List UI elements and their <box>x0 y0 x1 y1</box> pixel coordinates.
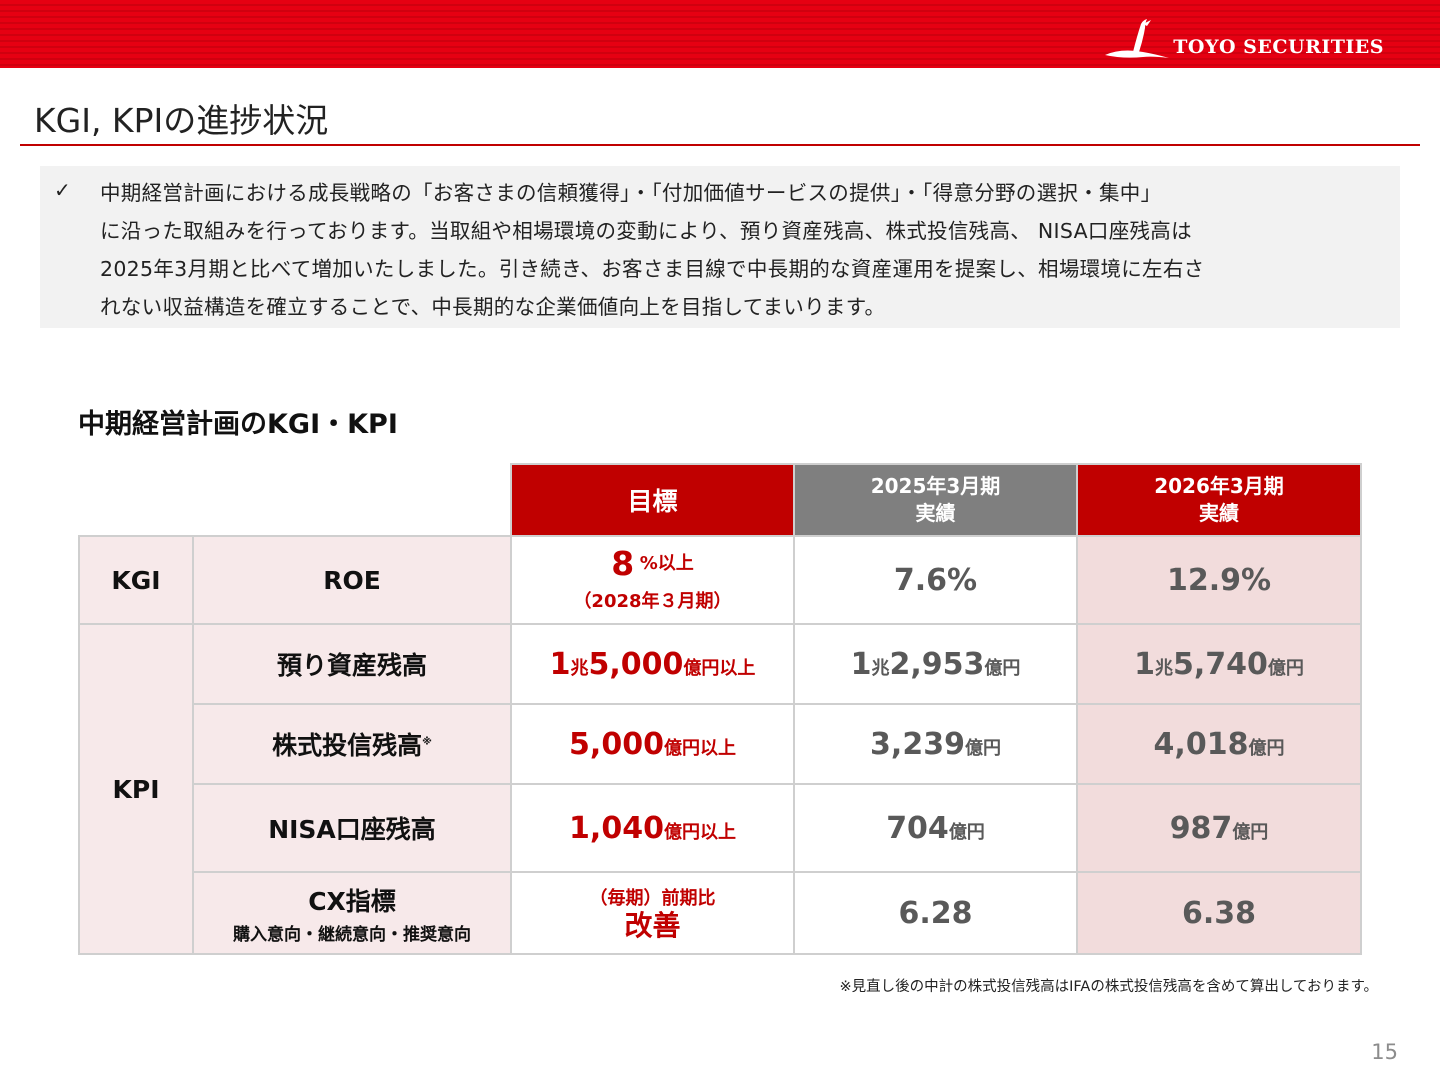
assets-fy2025-trillion-unit: 兆 <box>871 657 890 679</box>
assets-fy2026-value: 5,740 <box>1172 646 1268 682</box>
funds-label-text: 株式投信残高 <box>272 731 423 760</box>
kgi-kpi-table: 目標 2025年3月期 実績 2026年3月期 実績 KGI ROE 8 %以上… <box>78 463 1362 955</box>
header-fy2026-label: 実績 <box>1199 501 1239 525</box>
funds-footnote-mark: ※ <box>422 736 432 748</box>
roe-target-value: 8 <box>611 544 635 583</box>
section-title: 中期経営計画のKGI・KPI <box>78 409 398 440</box>
assets-label: 預り資産残高 <box>192 623 512 705</box>
nisa-fy2025-value: 704 <box>886 810 949 846</box>
assets-target-trillion: 1 <box>549 646 571 682</box>
assets-fy2026-trillion-unit: 兆 <box>1154 657 1173 679</box>
table-row-cx: CX指標 購入意向・継続意向・推奨意向 （毎期）前期比 改善 6.28 6.38 <box>79 871 1362 955</box>
header-fy2025: 2025年3月期 実績 <box>793 463 1078 537</box>
funds-label: 株式投信残高※ <box>192 703 512 785</box>
nisa-fy2026-unit: 億円 <box>1232 821 1269 843</box>
table-row-roe: KGI ROE 8 %以上 （2028年３月期） 7.6% 12.9% <box>78 535 1362 625</box>
cx-fy2025: 6.28 <box>793 871 1078 955</box>
cx-label-text: CX指標 <box>308 886 396 916</box>
roe-label: ROE <box>192 535 512 625</box>
company-logo: TOYO SECURITIES <box>1103 18 1384 62</box>
assets-fy2025-value: 2,953 <box>889 646 985 682</box>
roe-fy2026: 12.9% <box>1076 535 1362 625</box>
assets-fy2025-trillion: 1 <box>850 646 872 682</box>
page-number: 15 <box>1371 1040 1398 1064</box>
assets-fy2026-unit: 億円 <box>1267 657 1304 679</box>
header-fy2026: 2026年3月期 実績 <box>1076 463 1362 537</box>
cx-label-sub: 購入意向・継続意向・推奨意向 <box>233 924 471 945</box>
assets-target-trillion-unit: 兆 <box>570 657 589 679</box>
nisa-fy2025: 704億円 <box>793 783 1078 873</box>
header-row: 目標 2025年3月期 実績 2026年3月期 実績 <box>79 463 1362 537</box>
summary-line: 2025年3月期と比べて増加いたしました。引き続き、お客さま目線で中長期的な資産… <box>100 257 1205 281</box>
header-target: 目標 <box>510 463 795 537</box>
nisa-target-unit: 億円以上 <box>663 821 736 843</box>
table-row-assets: KPI 預り資産残高 1兆5,000億円以上 1兆2,953億円 1兆5,740… <box>78 623 1362 955</box>
summary-line: に沿った取組みを行っております。当取組や相場環境の変動により、預り資産残高、株式… <box>100 219 1192 243</box>
table-row-nisa: NISA口座残高 1,040億円以上 704億円 987億円 <box>79 783 1362 873</box>
summary-line: れない収益構造を確立することで、中長期的な企業価値向上を目指してまいります。 <box>100 295 886 319</box>
header-fy2025-label: 実績 <box>915 501 956 525</box>
roe-fy2025: 7.6% <box>793 535 1078 625</box>
nisa-label: NISA口座残高 <box>192 783 512 873</box>
kpi-label: KPI <box>78 623 194 955</box>
nisa-fy2026: 987億円 <box>1076 783 1362 873</box>
assets-fy2025: 1兆2,953億円 <box>793 623 1078 705</box>
header-fy2025-period: 2025年3月期 <box>870 474 1001 498</box>
nisa-fy2025-unit: 億円 <box>948 821 985 843</box>
check-icon: ✓ <box>54 178 71 202</box>
crane-logo-icon <box>1105 19 1170 58</box>
cx-target: （毎期）前期比 改善 <box>510 871 795 955</box>
assets-target-unit: 億円以上 <box>683 657 756 679</box>
cx-fy2026: 6.38 <box>1076 871 1362 955</box>
roe-target: 8 %以上 （2028年３月期） <box>510 535 795 625</box>
logo-text: TOYO SECURITIES <box>1173 36 1384 58</box>
funds-target: 5,000億円以上 <box>510 703 795 785</box>
header-band <box>0 0 1440 68</box>
roe-target-note: （2028年３月期） <box>573 591 732 612</box>
funds-fy2026: 4,018億円 <box>1076 703 1362 785</box>
summary-box: ✓ 中期経営計画における成長戦略の「お客さまの信頼獲得」・「付加価値サービスの提… <box>40 166 1400 328</box>
roe-target-unit: %以上 <box>639 553 694 574</box>
summary-line: 中期経営計画における成長戦略の「お客さまの信頼獲得」・「付加価値サービスの提供」… <box>100 181 1162 205</box>
header-blank <box>79 464 511 536</box>
header-fy2026-period: 2026年3月期 <box>1154 474 1284 498</box>
assets-fy2026-trillion: 1 <box>1134 646 1155 682</box>
funds-target-value: 5,000 <box>569 726 664 762</box>
table-row-funds: 株式投信残高※ 5,000億円以上 3,239億円 4,018億円 <box>79 703 1362 785</box>
assets-fy2025-unit: 億円 <box>984 657 1021 679</box>
nisa-target-value: 1,040 <box>569 810 664 846</box>
nisa-target: 1,040億円以上 <box>510 783 795 873</box>
funds-fy2026-unit: 億円 <box>1248 737 1285 759</box>
title-divider <box>20 144 1420 146</box>
summary-text: 中期経営計画における成長戦略の「お客さまの信頼獲得」・「付加価値サービスの提供」… <box>100 174 1382 326</box>
assets-target-value: 5,000 <box>588 646 684 682</box>
assets-target: 1兆5,000億円以上 <box>510 623 795 705</box>
funds-fy2025: 3,239億円 <box>793 703 1078 785</box>
assets-fy2026: 1兆5,740億円 <box>1076 623 1362 705</box>
cx-target-line2: 改善 <box>624 909 681 942</box>
kgi-label: KGI <box>78 535 194 625</box>
page-title: KGI, KPIの進捗状況 <box>34 101 329 140</box>
funds-fy2025-value: 3,239 <box>870 726 965 762</box>
nisa-fy2026-value: 987 <box>1169 810 1233 846</box>
cx-label: CX指標 購入意向・継続意向・推奨意向 <box>192 871 512 955</box>
funds-target-unit: 億円以上 <box>663 737 736 759</box>
funds-fy2026-value: 4,018 <box>1153 726 1249 762</box>
footnote: ※見直し後の中計の株式投信残高はIFAの株式投信残高を含めて算出しております。 <box>839 979 1378 995</box>
cx-target-line1: （毎期）前期比 <box>589 888 716 909</box>
funds-fy2025-unit: 億円 <box>964 737 1001 759</box>
